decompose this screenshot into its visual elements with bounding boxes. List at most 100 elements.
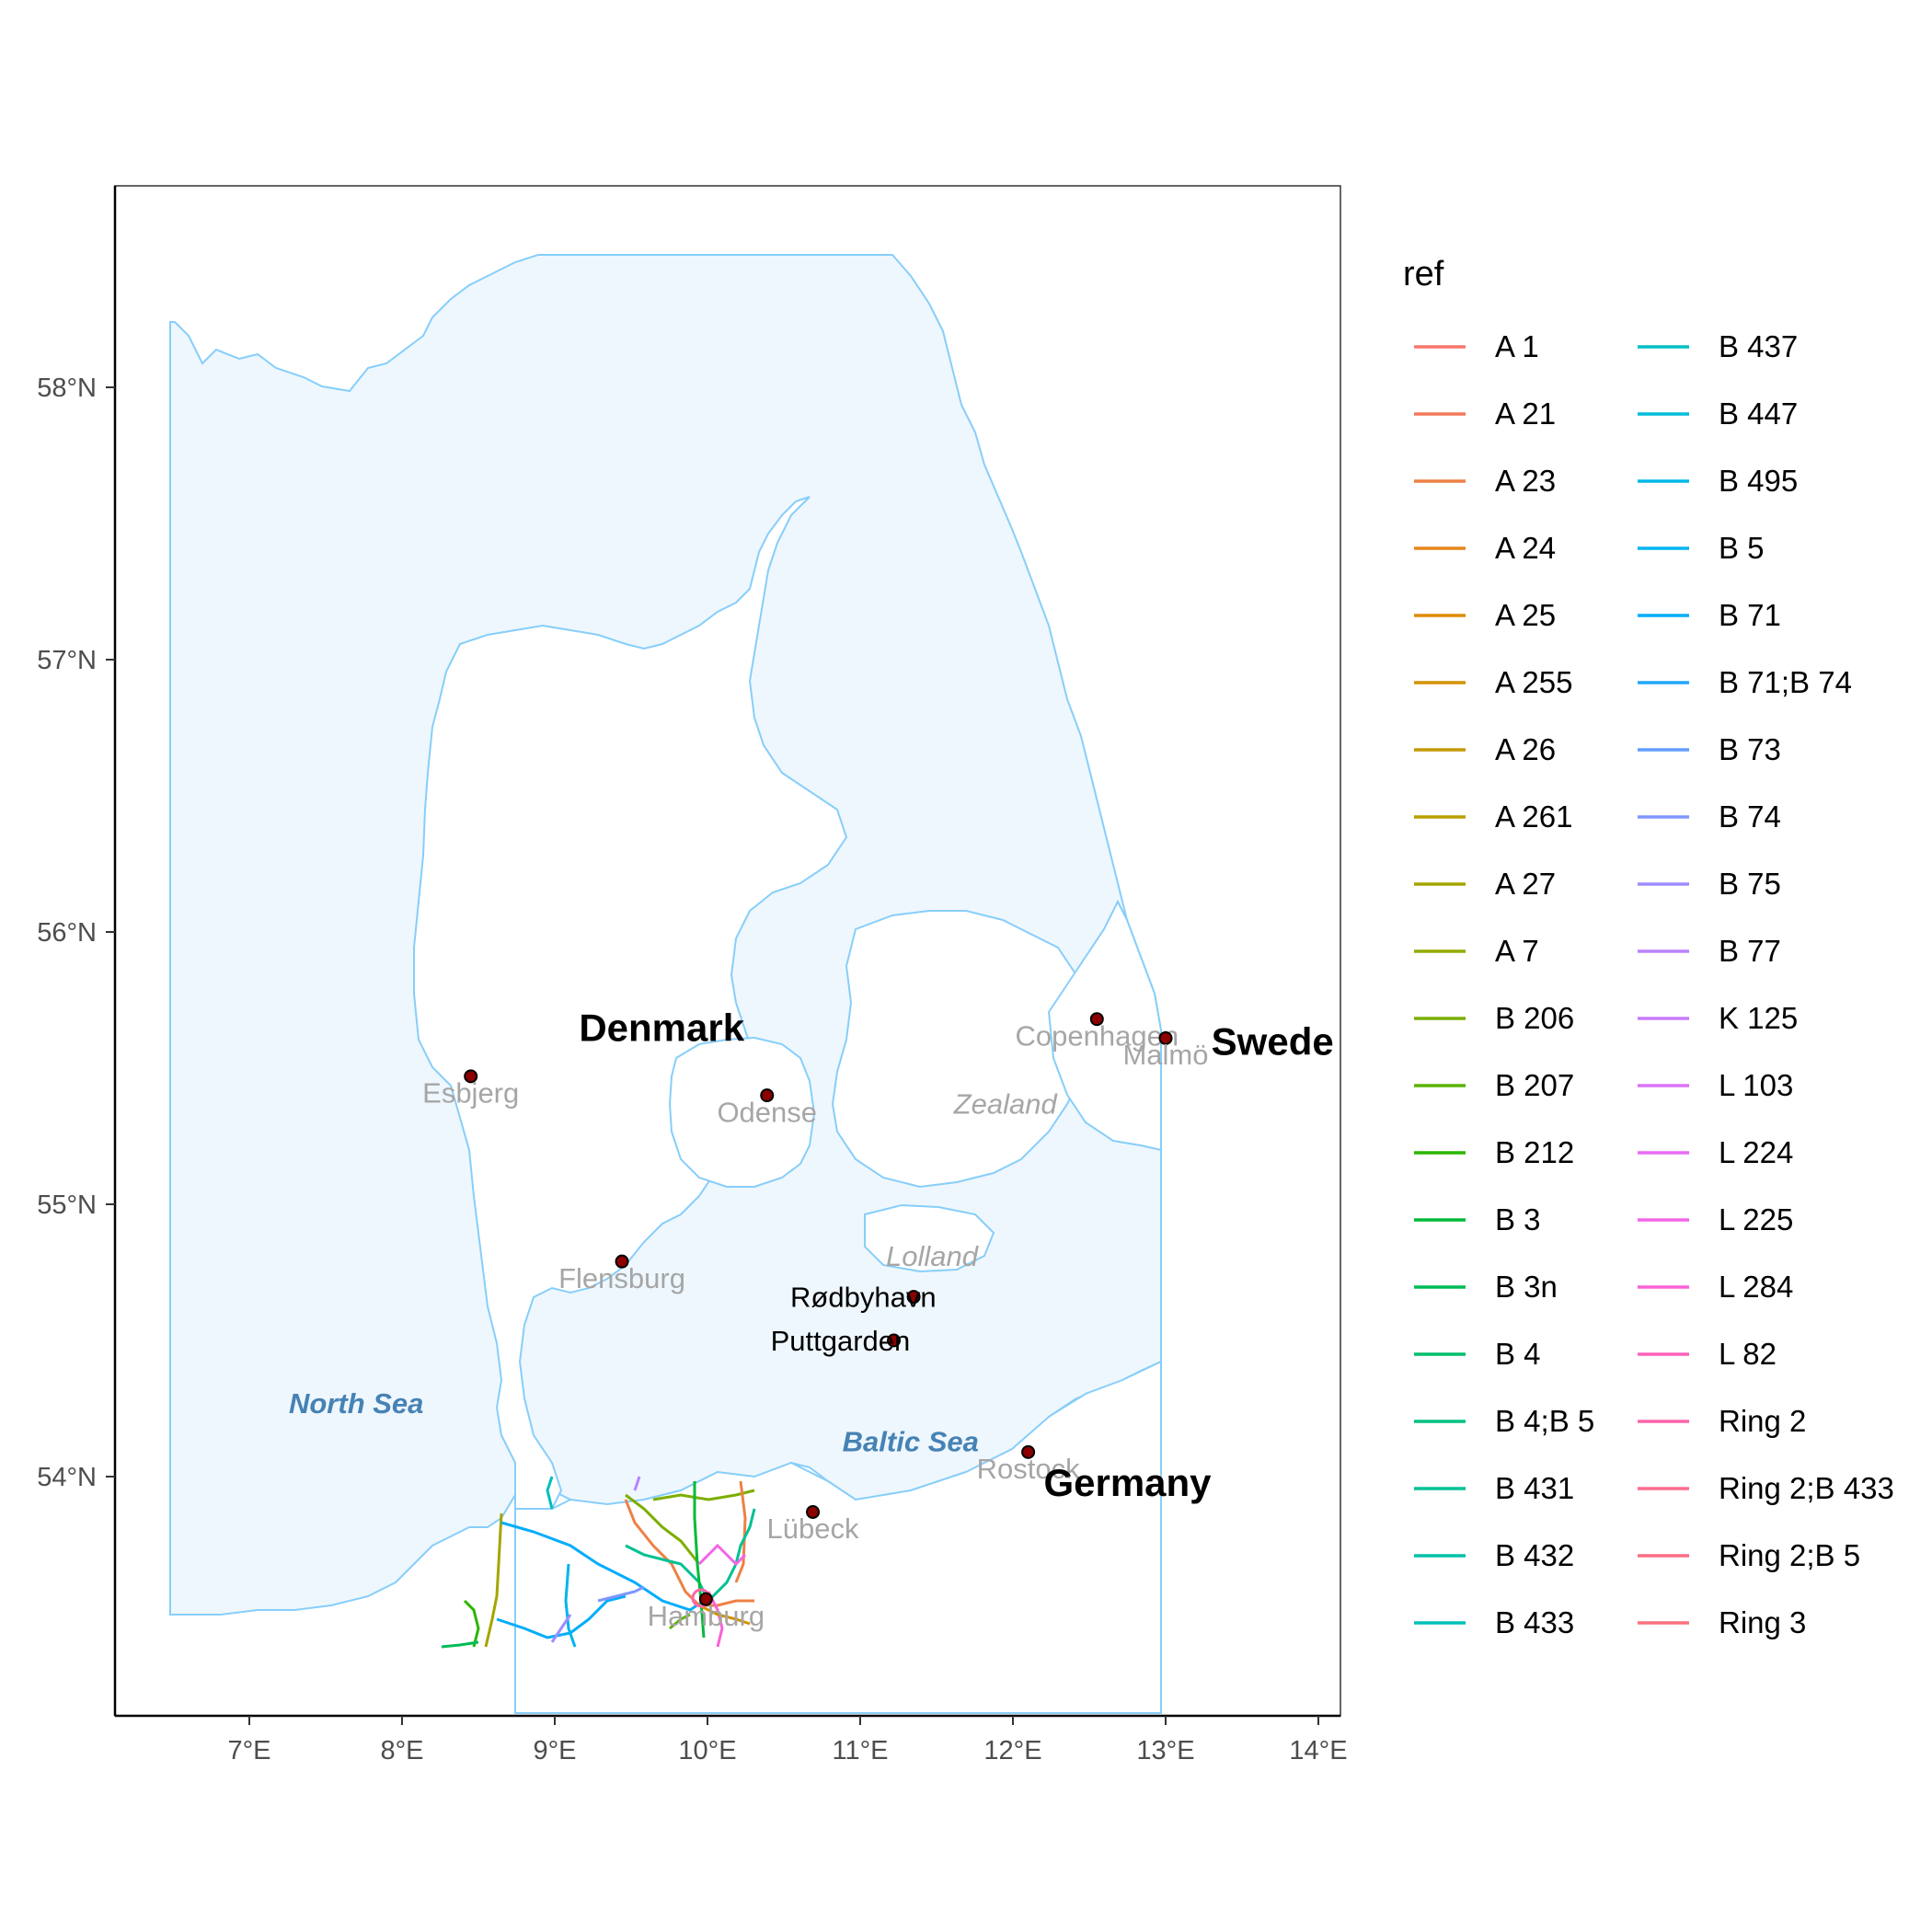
country-label: Denmark [579,1006,744,1050]
legend-item: B 431 [1414,1471,1574,1505]
city-label: Lübeck [767,1512,859,1545]
legend-item: B 207 [1414,1068,1574,1102]
region-label: Zealand [953,1087,1059,1120]
x-axis-ticks: 7°E 8°E 9°E 10°E 11°E 12°E 13°E 14°E [227,1716,1348,1765]
city-label: Flensburg [558,1262,685,1294]
legend-label: Ring 2;B 5 [1719,1538,1860,1572]
legend-item: B 71;B 74 [1638,665,1852,699]
legend-item: B 447 [1638,397,1798,431]
legend-item: A 23 [1414,464,1556,498]
region-label: Lolland [886,1240,980,1272]
legend-label: B 437 [1719,329,1798,363]
road-line [624,1499,754,1607]
legend-label: B 75 [1719,867,1781,901]
road-line [697,1543,747,1567]
legend-label: B 4;B 5 [1495,1404,1594,1438]
legend-item: B 212 [1414,1135,1574,1169]
legend-label: L 103 [1719,1068,1793,1102]
city-label: Esbjerg [422,1077,519,1110]
legend-item: B 73 [1638,732,1781,766]
road-line [693,1481,706,1639]
legend-label: A 21 [1495,397,1556,431]
legend-item: L 224 [1638,1135,1793,1169]
legend-item: B 437 [1638,329,1798,363]
legend-label: B 207 [1495,1068,1574,1102]
city-label: Rostock [977,1453,1080,1485]
legend-label: L 82 [1719,1337,1777,1371]
city-point [615,1254,629,1269]
legend-title: ref [1403,255,1444,293]
legend-item: B 4;B 5 [1414,1404,1594,1438]
legend-item: B 71 [1638,598,1781,632]
legend-item: A 26 [1414,732,1556,766]
y-tick-label: 57°N [37,646,97,675]
legend-item: Ring 2;B 5 [1638,1538,1860,1572]
legend-item: B 432 [1414,1538,1574,1572]
road-line [597,1585,645,1603]
legend-label: Ring 2 [1719,1404,1806,1438]
city-label: Puttgarden [771,1325,911,1357]
legend-item: A 255 [1414,665,1572,699]
legend-item: B 3 [1414,1202,1541,1236]
legend-label: B 495 [1719,464,1798,498]
legend-item: B 75 [1638,867,1781,901]
legend-label: B 77 [1719,934,1781,968]
legend-item: A 1 [1414,329,1539,363]
x-tick-label: 9°E [533,1736,576,1765]
y-axis-ticks: 54°N 55°N 56°N 57°N 58°N [37,374,115,1492]
legend-item: B 495 [1638,464,1798,498]
legend-label: B 432 [1495,1538,1574,1572]
x-tick-label: 12°E [983,1736,1041,1765]
road-line [564,1563,577,1648]
legend-item: B 77 [1638,934,1781,968]
axes: 7°E 8°E 9°E 10°E 11°E 12°E 13°E 14°E 54°N 55°N 56… [37,186,1348,1765]
country-label: Swede [1212,1019,1334,1063]
road-line [484,1512,503,1648]
road-line [546,1476,554,1510]
road-line [625,1493,701,1565]
legend-label: K 125 [1719,1001,1798,1035]
legend-label: B 206 [1495,1001,1574,1035]
jutland-landmass [413,496,848,1510]
legend-item: B 3n [1414,1270,1558,1304]
sea-label: Baltic Sea [843,1426,979,1458]
road-line [669,1613,691,1630]
x-tick-label: 7°E [227,1736,270,1765]
legend-item: L 225 [1638,1202,1793,1236]
city-point [698,1592,713,1606]
legend-label: B 447 [1719,397,1798,431]
legend-item: Ring 2;B 433 [1638,1471,1894,1505]
y-tick-label: 56°N [37,918,97,948]
legend-item: A 7 [1414,934,1539,968]
country-label: Germany [1043,1461,1212,1504]
city-point [1089,1012,1104,1027]
city-point [760,1088,775,1103]
legend-label: B 431 [1495,1471,1574,1505]
city-point [887,1333,902,1348]
legend-label: A 7 [1495,934,1539,968]
lolland-landmass [864,1203,995,1273]
city-point [906,1290,921,1305]
legend-label: A 23 [1495,464,1556,498]
road-line [500,1521,705,1612]
city-label: Odense [717,1096,817,1128]
road-line [463,1599,480,1648]
legend-label: L 224 [1719,1135,1793,1169]
legend-item: A 261 [1414,799,1572,834]
road-line [707,1508,756,1603]
road-line [441,1640,479,1649]
scania-landmass [1047,899,1162,1152]
legend-item: B 206 [1414,1001,1574,1035]
legend-item: B 5 [1638,531,1765,565]
funen-landmass [668,1036,816,1188]
legend-item: B 74 [1638,799,1781,834]
legend-label: A 24 [1495,531,1556,565]
legend-label: B 73 [1719,732,1781,766]
city-label: Hamburg [648,1600,765,1632]
city-point [464,1069,478,1084]
land-masses [413,496,1162,1714]
legend-item: L 284 [1638,1270,1793,1304]
road-network [441,1476,756,1649]
